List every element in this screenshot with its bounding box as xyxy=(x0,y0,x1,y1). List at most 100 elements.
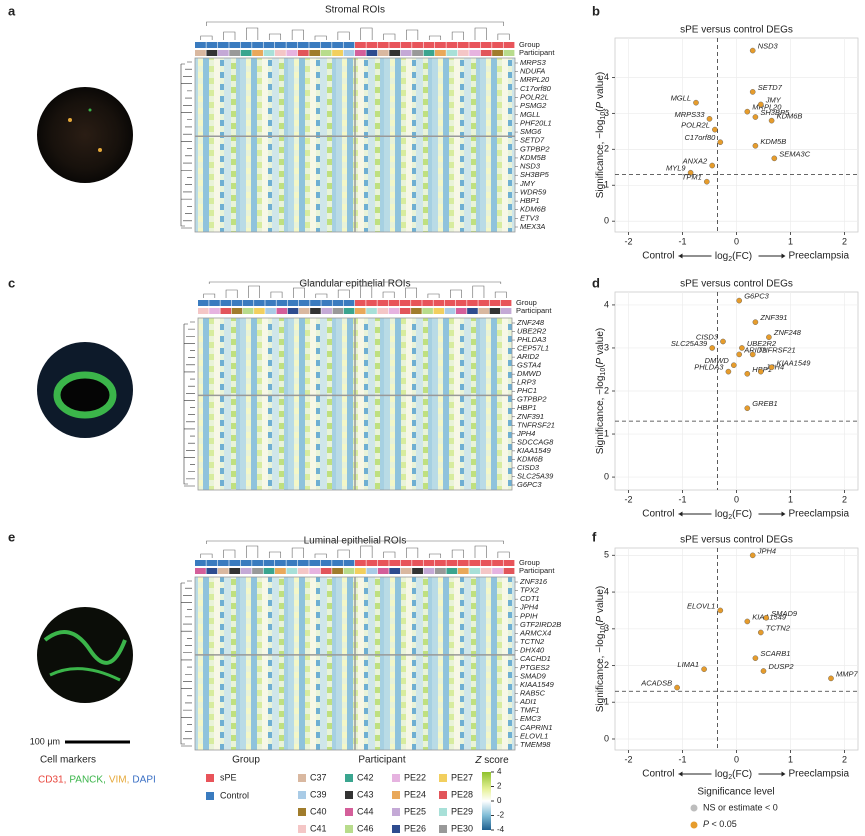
legend-label: sPE xyxy=(220,772,237,782)
x-tick-label: 2 xyxy=(842,494,847,504)
gene-label: MGLL xyxy=(520,110,540,119)
x-axis-label-part: log xyxy=(715,251,728,262)
group-track-cell xyxy=(275,560,286,566)
point xyxy=(758,101,764,108)
group-track-cell xyxy=(309,42,321,48)
gene-label: ZNF248 xyxy=(516,318,545,327)
point-label: LIMA1 xyxy=(677,660,699,669)
gene-label: SMG6 xyxy=(520,127,542,136)
group-track-cell xyxy=(444,300,456,306)
group-track-cell xyxy=(377,42,389,48)
x-axis-label: Control xyxy=(642,509,674,520)
participant-track-cell xyxy=(265,308,276,314)
track-label: Group xyxy=(519,40,540,49)
scale-bar-label: 100 μm xyxy=(30,736,60,746)
gene-label: CACHD1 xyxy=(520,654,551,663)
point-label: JMY xyxy=(765,95,782,104)
group-track-cell xyxy=(275,42,286,48)
group-track-cell xyxy=(343,42,355,48)
group-track-cell xyxy=(263,42,275,48)
x-axis-label-part: (FC) xyxy=(732,509,752,520)
legend-label: C43 xyxy=(357,789,374,799)
participant-track-cell xyxy=(310,308,321,314)
group-track-cell xyxy=(242,300,254,306)
legend-label: C42 xyxy=(357,772,374,782)
group-track-cell xyxy=(332,300,344,306)
participant-track-cell xyxy=(332,568,343,574)
group-track-cell xyxy=(457,560,469,566)
legend-swatch xyxy=(439,774,447,782)
point-label: SMAD9 xyxy=(771,609,798,618)
y-tick-label: 3 xyxy=(604,108,609,118)
point-label: KDM5B xyxy=(760,137,786,146)
point xyxy=(760,668,767,674)
group-track-cell xyxy=(423,42,435,48)
participant-track-cell xyxy=(422,308,433,314)
arrow-head xyxy=(678,771,683,777)
group-track-cell xyxy=(332,42,343,48)
group-track-cell xyxy=(220,300,232,306)
y-axis-label: Significance, −log10(P value) xyxy=(595,586,608,713)
legend-swatch xyxy=(345,791,353,799)
participant-track-cell xyxy=(435,50,446,56)
participant-track-cell xyxy=(286,50,298,56)
group-track-cell xyxy=(366,42,378,48)
group-track-cell xyxy=(217,560,229,566)
participant-track-cell xyxy=(444,308,456,314)
participant-track-cell xyxy=(254,308,265,314)
gene-label: ADI1 xyxy=(519,697,537,706)
legend-swatch xyxy=(345,808,353,816)
colorbar-tick-label: 4 xyxy=(497,767,502,776)
group-track-cell xyxy=(265,300,276,306)
gene-label: G6PC3 xyxy=(517,480,542,489)
legend-swatch xyxy=(298,791,306,799)
point-label: MYL9 xyxy=(666,164,686,173)
legend-swatch xyxy=(439,808,447,816)
colorbar-tick-label: -4 xyxy=(497,825,505,834)
gene-label: GTPBP2 xyxy=(517,395,547,404)
group-track-cell xyxy=(298,300,310,306)
legend-label: PE30 xyxy=(451,823,473,833)
point-label: MMP7 xyxy=(836,669,858,678)
point-label: KIAA1549 xyxy=(777,358,812,367)
legend-label: C39 xyxy=(310,789,327,799)
point-label: TNFRSF21 xyxy=(758,345,796,354)
participant-track-cell xyxy=(276,308,288,314)
legend-label: C41 xyxy=(310,823,327,833)
point-label: CISD3 xyxy=(696,332,719,341)
arrow-head xyxy=(781,771,786,777)
group-track-cell xyxy=(412,560,423,566)
legend-label-part: P xyxy=(703,819,709,829)
legend-label: C37 xyxy=(310,772,327,782)
x-tick-label: 1 xyxy=(788,236,793,246)
group-track-cell xyxy=(492,560,503,566)
point xyxy=(763,614,770,621)
chart-title: sPE versus control DEGs xyxy=(680,279,793,290)
participant-track-cell xyxy=(206,568,218,574)
legend-label: PE22 xyxy=(404,772,426,782)
group-track-cell xyxy=(480,42,492,48)
y-axis-label-part: value) xyxy=(595,328,606,358)
legend-swatch xyxy=(439,791,447,799)
gene-label: CAPRIN1 xyxy=(520,723,553,732)
x-axis-label: Control xyxy=(642,251,674,262)
participant-track-cell xyxy=(489,308,501,314)
gene-label: GSTA4 xyxy=(517,361,541,370)
point-label: G6PC3 xyxy=(744,292,769,301)
track-label: Participant xyxy=(516,306,552,315)
x-tick-label: -1 xyxy=(678,236,686,246)
point-label: MRPS33 xyxy=(674,110,705,119)
group-track-cell xyxy=(254,300,265,306)
arrow-head xyxy=(678,253,683,259)
participant-track-cell xyxy=(206,50,218,56)
group-track-cell xyxy=(412,42,423,48)
participant-track-cell xyxy=(229,50,241,56)
group-track-cell xyxy=(389,560,401,566)
y-axis-label-part: ( xyxy=(595,364,606,368)
group-track-cell xyxy=(321,300,332,306)
point-label: KIAA1549 xyxy=(752,612,787,621)
x-axis-label: Control xyxy=(642,769,674,780)
participant-track-cell xyxy=(252,568,263,574)
colorbar-tick-label: 0 xyxy=(497,796,502,805)
gene-label: SETD7 xyxy=(520,136,545,145)
